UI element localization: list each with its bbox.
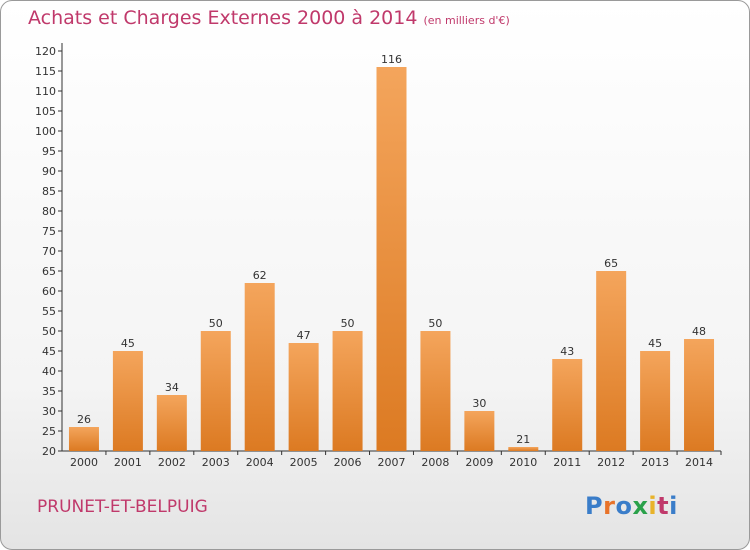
bar	[156, 395, 187, 451]
bar-value-label: 34	[165, 381, 179, 394]
bar	[244, 283, 275, 451]
bar	[68, 427, 99, 451]
bar-value-label: 30	[472, 397, 486, 410]
x-tick-label: 2013	[641, 456, 669, 469]
y-tick-label: 100	[35, 125, 56, 138]
x-tick-label: 2002	[158, 456, 186, 469]
y-tick-label: 30	[42, 405, 56, 418]
y-tick-label: 45	[42, 345, 56, 358]
y-tick-label: 70	[42, 245, 56, 258]
bar-value-label: 116	[381, 53, 402, 66]
x-tick-label: 2009	[465, 456, 493, 469]
bar-value-label: 47	[297, 329, 311, 342]
bar-value-label: 26	[77, 413, 91, 426]
x-tick-label: 2008	[421, 456, 449, 469]
bar	[552, 359, 583, 451]
bar-value-label: 50	[209, 317, 223, 330]
logo-letter: x	[632, 492, 649, 520]
logo-letter: o	[615, 492, 633, 520]
bar	[288, 343, 319, 451]
x-tick-label: 2007	[378, 456, 406, 469]
y-tick-label: 80	[42, 205, 56, 218]
bar	[640, 351, 671, 451]
title-text: Achats et Charges Externes 2000 à 2014	[28, 7, 418, 29]
x-tick-label: 2001	[114, 456, 142, 469]
x-tick-label: 2010	[509, 456, 537, 469]
y-tick-label: 90	[42, 165, 56, 178]
y-tick-label: 20	[42, 445, 56, 458]
logo-letter: P	[585, 492, 604, 520]
bar	[464, 411, 495, 451]
y-tick-label: 75	[42, 225, 56, 238]
bar-value-label: 50	[428, 317, 442, 330]
bar-value-label: 45	[121, 337, 135, 350]
y-tick-label: 60	[42, 285, 56, 298]
proxiti-logo: Proxiti	[585, 492, 678, 520]
bar	[420, 331, 451, 451]
y-tick-label: 55	[42, 305, 56, 318]
bar-value-label: 43	[560, 345, 574, 358]
logo-letter: r	[603, 492, 616, 520]
bar-value-label: 21	[516, 433, 530, 446]
bar	[508, 447, 539, 451]
y-tick-label: 85	[42, 185, 56, 198]
bar	[112, 351, 143, 451]
bar	[200, 331, 231, 451]
bar	[684, 339, 715, 451]
x-tick-label: 2004	[246, 456, 274, 469]
logo-letter: t	[657, 492, 670, 520]
bar-value-label: 50	[341, 317, 355, 330]
y-tick-label: 40	[42, 365, 56, 378]
x-tick-label: 2012	[597, 456, 625, 469]
place-name: PRUNET-ET-BELPUIG	[37, 497, 208, 517]
x-tick-label: 2006	[334, 456, 362, 469]
y-tick-label: 25	[42, 425, 56, 438]
y-tick-label: 115	[35, 65, 56, 78]
y-tick-label: 35	[42, 385, 56, 398]
x-tick-label: 2011	[553, 456, 581, 469]
bar-value-label: 65	[604, 257, 618, 270]
logo-letter: i	[669, 492, 678, 520]
bar-value-label: 48	[692, 325, 706, 338]
bar	[596, 271, 627, 451]
bar-value-label: 45	[648, 337, 662, 350]
y-tick-label: 120	[35, 45, 56, 58]
y-tick-label: 110	[35, 85, 56, 98]
logo-letter: i	[648, 492, 658, 520]
x-tick-label: 2014	[685, 456, 713, 469]
x-tick-label: 2005	[290, 456, 318, 469]
bar-value-label: 62	[253, 269, 267, 282]
x-tick-label: 2000	[70, 456, 98, 469]
x-tick-label: 2003	[202, 456, 230, 469]
y-tick-label: 50	[42, 325, 56, 338]
y-tick-label: 95	[42, 145, 56, 158]
y-tick-label: 105	[35, 105, 56, 118]
chart-title: Achats et Charges Externes 2000 à 2014 (e…	[28, 7, 510, 29]
bar	[332, 331, 363, 451]
bar	[376, 67, 407, 451]
y-tick-label: 65	[42, 265, 56, 278]
subtitle-text: (en milliers d'€)	[423, 14, 510, 27]
